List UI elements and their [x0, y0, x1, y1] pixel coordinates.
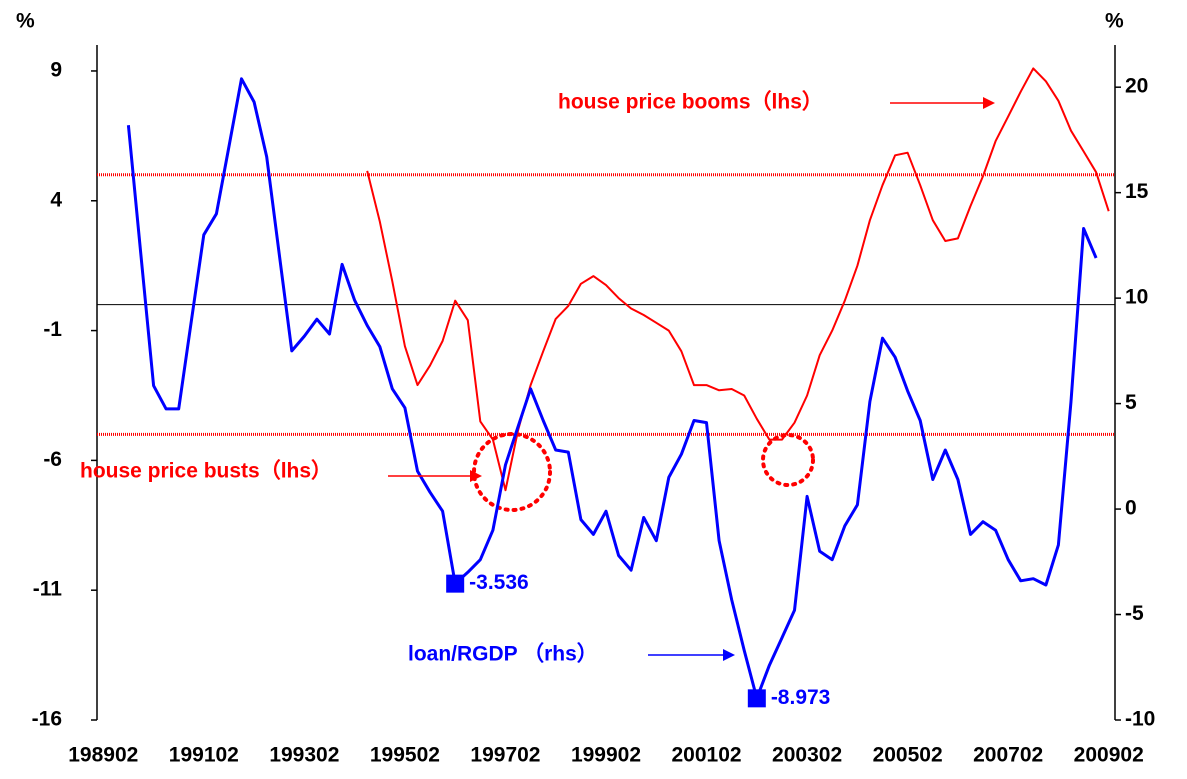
- bust-circle: [761, 433, 815, 487]
- x-tick-label: 199102: [169, 744, 239, 767]
- series-line: [126, 77, 1098, 700]
- arrow-head: [470, 470, 482, 482]
- y2-tick-label: -10: [1125, 708, 1155, 731]
- point-marker: [747, 689, 766, 708]
- x-tick-label: 199302: [269, 744, 339, 767]
- y2-tick-label: 20: [1125, 75, 1148, 98]
- arrow-head: [983, 97, 995, 109]
- series-line: [366, 67, 1110, 492]
- y2-tick-label: 0: [1125, 497, 1137, 520]
- x-tick-label: 200502: [873, 744, 943, 767]
- data-label: -8.973: [771, 686, 831, 709]
- annotation: house price booms（lhs）: [558, 90, 823, 114]
- y2-tick-label: 5: [1125, 391, 1137, 414]
- x-tick-label: 200702: [973, 744, 1043, 767]
- annotation: house price busts（lhs）: [80, 459, 332, 483]
- y2-tick-label: -5: [1125, 602, 1144, 625]
- y-tick-label: 4: [50, 188, 62, 211]
- y-tick-label: 9: [50, 59, 62, 82]
- annotation: loan/RGDP （rhs）: [408, 642, 598, 666]
- y2-tick-label: 15: [1125, 180, 1149, 203]
- y2-unit: %: [1105, 10, 1124, 33]
- x-tick-label: 200102: [672, 744, 742, 767]
- x-tick-label: 198902: [68, 744, 138, 767]
- data-label: -3.536: [469, 571, 529, 594]
- x-tick-label: 200302: [772, 744, 842, 767]
- x-tick-label: 200902: [1074, 744, 1144, 767]
- x-tick-label: 199502: [370, 744, 440, 767]
- x-tick-label: 199702: [470, 744, 540, 767]
- y-tick-label: -6: [43, 448, 62, 471]
- y-tick-label: -11: [33, 578, 63, 601]
- y-tick-label: -16: [32, 708, 62, 731]
- x-tick-label: 199902: [571, 744, 641, 767]
- point-marker: [446, 574, 465, 593]
- y-tick-label: -1: [43, 318, 62, 341]
- y-unit: %: [16, 10, 35, 33]
- y2-tick-label: 10: [1125, 286, 1148, 309]
- arrow-head: [723, 649, 735, 661]
- bust-circles: [472, 432, 815, 512]
